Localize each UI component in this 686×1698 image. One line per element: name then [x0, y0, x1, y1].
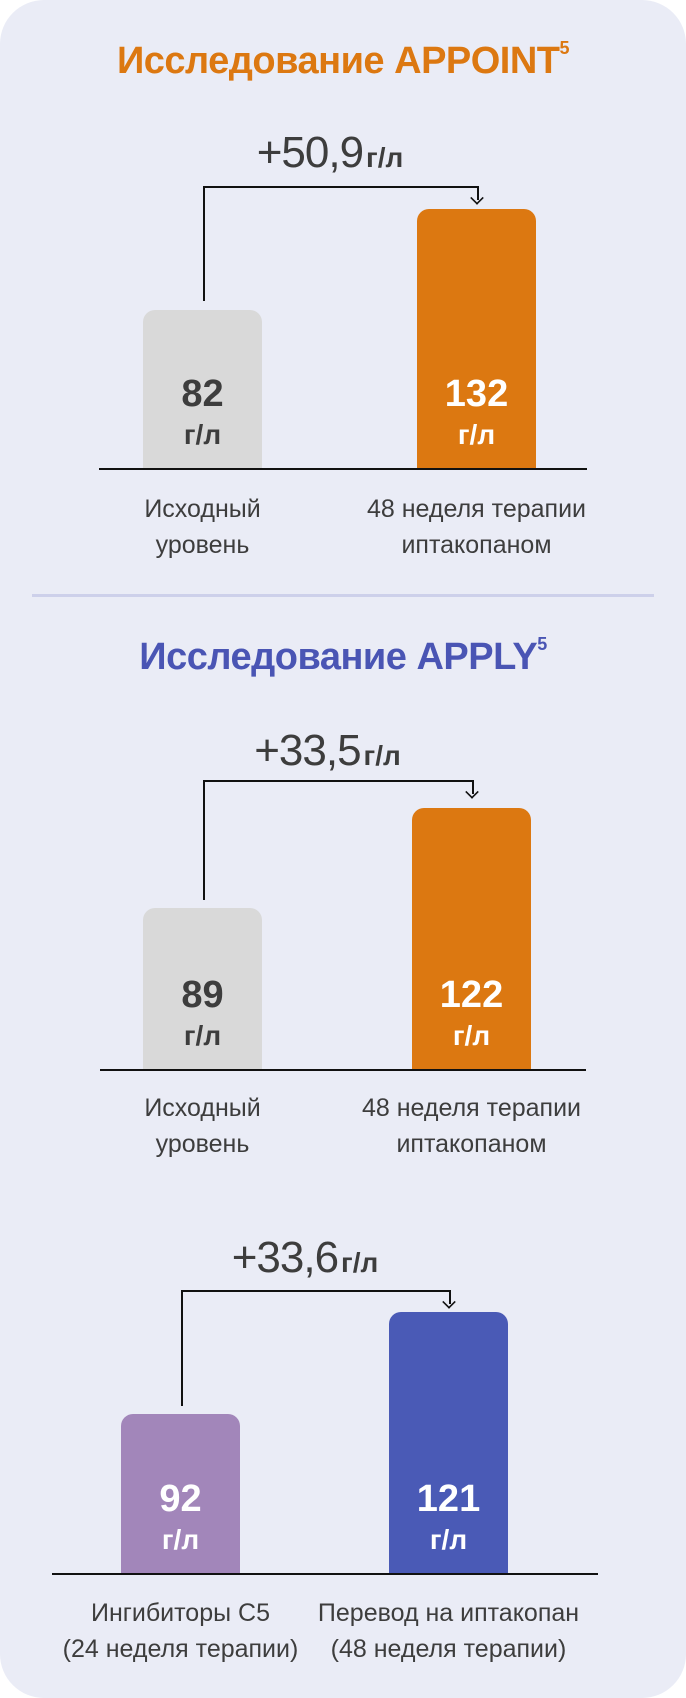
delta-label: +50,9 г/л [257, 128, 404, 178]
bar-value-label: 122 г/л [412, 970, 531, 1070]
bar-value-unit: г/л [161, 1524, 200, 1555]
category-label-line: Исходный [144, 495, 261, 523]
bar-value: 121 [416, 1478, 481, 1520]
bar [412, 808, 531, 1070]
bracket-top [203, 186, 479, 188]
category-label-line: 48 неделя терапии [367, 495, 586, 523]
arrow-down-icon [465, 785, 479, 799]
delta-unit: г/л [366, 142, 404, 173]
category-label-line: Перевод на иптакопан [317, 1599, 580, 1627]
bracket-right [472, 780, 474, 794]
category-label-line: Исходный [144, 1094, 261, 1122]
bar-value-label: 89 г/л [143, 970, 262, 1070]
bar-value-label: 121 г/л [389, 1474, 508, 1574]
bar [417, 209, 536, 469]
delta-value: +33,6 [231, 1233, 339, 1282]
x-axis-line [52, 1573, 598, 1575]
delta-unit: г/л [363, 740, 401, 771]
bar-value-label: 82 г/л [143, 369, 262, 469]
delta-unit: г/л [341, 1247, 379, 1278]
arrow-down-icon [470, 191, 484, 205]
category-label-line: иптакопаном [401, 531, 552, 559]
category-label-line: уровень [155, 531, 250, 559]
category-label: 48 неделя терапии иптакопаном [367, 491, 586, 563]
bar-value: 92 [159, 1478, 202, 1520]
category-label: Ингибиторы С5 (24 неделя терапии) [63, 1595, 299, 1667]
bar-value-unit: г/л [183, 1020, 222, 1051]
bar [143, 310, 262, 469]
x-axis-line [100, 1069, 586, 1071]
bar-value-label: 92 г/л [121, 1474, 240, 1574]
bracket-top [181, 1290, 451, 1292]
bar [143, 908, 262, 1070]
bar-value: 82 [181, 373, 224, 415]
bracket-left [181, 1290, 183, 1406]
category-label-line: (48 неделя терапии) [330, 1635, 567, 1663]
bar-value-unit: г/л [183, 419, 222, 450]
bar-value: 132 [444, 373, 509, 415]
bracket-right [449, 1290, 451, 1304]
category-label-line: иптакопаном [396, 1130, 547, 1158]
category-label-line: уровень [155, 1130, 250, 1158]
category-label-line: Ингибиторы С5 [91, 1599, 270, 1627]
category-label-line: 48 неделя терапии [362, 1094, 581, 1122]
delta-label: +33,6 г/л [232, 1233, 379, 1283]
category-label: 48 неделя терапии иптакопаном [362, 1090, 581, 1162]
bracket-top [203, 780, 474, 782]
bar [389, 1312, 508, 1574]
bar-value-unit: г/л [429, 1524, 468, 1555]
bar-value: 89 [181, 974, 224, 1016]
category-label: Исходный уровень [144, 491, 260, 563]
chart-title-apply: Исследование APPLY5 [139, 634, 547, 678]
category-label: Исходный уровень [144, 1090, 260, 1162]
chart-title-appoint: Исследование APPOINT5 [116, 38, 570, 82]
bracket-right [477, 186, 479, 200]
delta-label: +33,5 г/л [254, 726, 401, 776]
category-label-line: (24 неделя терапии) [62, 1635, 299, 1663]
bar [121, 1414, 240, 1574]
bar-value-unit: г/л [452, 1020, 491, 1051]
delta-value: +50,9 [256, 128, 364, 177]
arrow-down-icon [442, 1295, 456, 1309]
bracket-left [203, 780, 205, 900]
bracket-left [203, 186, 205, 301]
category-label: Перевод на иптакопан (48 неделя терапии) [318, 1595, 579, 1667]
bar-value: 122 [439, 974, 504, 1016]
bar-value-unit: г/л [457, 419, 496, 450]
x-axis-line [99, 468, 587, 470]
section-divider [32, 594, 654, 597]
bar-value-label: 132 г/л [417, 369, 536, 469]
delta-value: +33,5 [254, 726, 361, 775]
